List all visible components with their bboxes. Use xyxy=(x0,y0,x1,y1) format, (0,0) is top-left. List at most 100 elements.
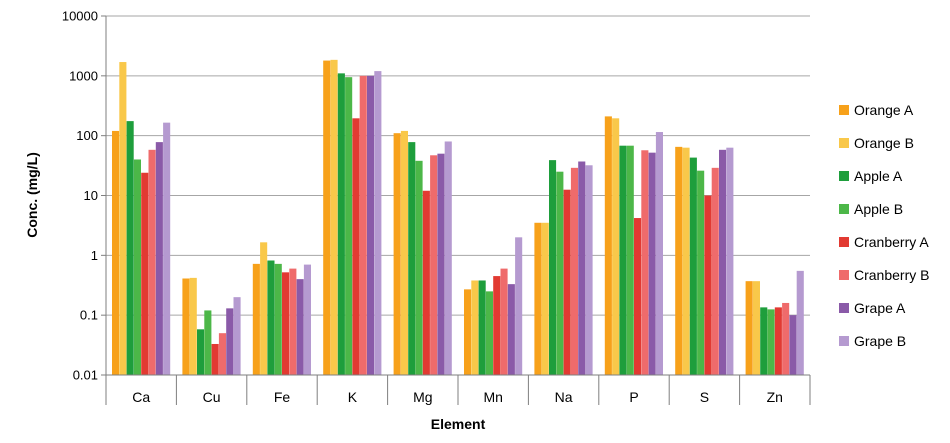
legend-label: Orange B xyxy=(854,135,914,151)
bar xyxy=(422,190,430,375)
bar xyxy=(352,118,360,375)
bar xyxy=(485,291,493,375)
legend-label: Cranberry B xyxy=(854,267,929,283)
bar xyxy=(493,276,501,375)
bar xyxy=(267,260,275,375)
bar xyxy=(719,149,727,375)
x-tick-label: Na xyxy=(555,389,573,405)
bar xyxy=(148,149,156,375)
x-tick-label: K xyxy=(348,389,358,405)
bar xyxy=(541,222,549,375)
bar xyxy=(233,297,241,375)
legend-label: Grape B xyxy=(854,333,906,349)
bar xyxy=(182,278,190,375)
legend-swatch xyxy=(839,171,849,181)
bar xyxy=(782,302,790,375)
bar xyxy=(534,222,542,375)
x-tick-label: Fe xyxy=(274,389,291,405)
bar xyxy=(711,167,719,375)
bar xyxy=(500,268,508,375)
bar xyxy=(612,118,620,375)
bar xyxy=(626,145,634,375)
bar xyxy=(126,121,134,376)
bar xyxy=(274,263,282,375)
bar xyxy=(675,146,683,375)
y-tick-label: 10 xyxy=(84,188,98,203)
bar xyxy=(556,171,564,375)
y-tick-label: 1000 xyxy=(69,68,98,83)
bar xyxy=(563,189,571,375)
legend-swatch xyxy=(839,270,849,280)
bar xyxy=(367,75,375,375)
legend-swatch xyxy=(839,105,849,115)
bar xyxy=(655,132,663,375)
legend-label: Apple B xyxy=(854,201,903,217)
y-tick-label: 1 xyxy=(91,248,98,263)
bar xyxy=(760,307,768,375)
x-tick-label: Mn xyxy=(483,389,502,405)
bar xyxy=(752,281,760,375)
bar xyxy=(471,280,479,375)
x-tick-label: Cu xyxy=(203,389,221,405)
bar xyxy=(260,242,268,375)
bar xyxy=(507,284,515,375)
bar xyxy=(549,160,557,375)
legend-swatch xyxy=(839,138,849,148)
bar xyxy=(408,142,416,375)
bar xyxy=(478,280,486,375)
bar xyxy=(437,153,445,375)
bar xyxy=(393,133,401,375)
bar xyxy=(578,161,586,375)
bar xyxy=(211,343,219,375)
bar xyxy=(430,155,438,375)
bar xyxy=(415,160,423,375)
legend-swatch xyxy=(839,303,849,313)
legend-label: Grape A xyxy=(854,300,906,316)
x-tick-label: Ca xyxy=(132,389,150,405)
bar xyxy=(345,77,353,376)
bar xyxy=(648,152,656,375)
bar xyxy=(619,145,627,375)
bar xyxy=(141,172,149,375)
x-tick-label: Mg xyxy=(413,389,432,405)
bar xyxy=(585,165,593,375)
bar xyxy=(204,310,212,375)
bar xyxy=(745,281,753,375)
y-axis-title: Conc. (mg/L) xyxy=(24,152,40,238)
legend-swatch xyxy=(839,204,849,214)
bar xyxy=(296,279,304,375)
bar xyxy=(155,142,163,375)
bar xyxy=(400,130,408,375)
bar xyxy=(697,170,705,375)
x-axis-title: Element xyxy=(431,416,486,432)
legend-label: Apple A xyxy=(854,168,903,184)
bar xyxy=(133,159,141,375)
bar xyxy=(570,167,578,375)
bar xyxy=(337,73,345,376)
bar xyxy=(252,263,260,375)
bar xyxy=(226,308,234,375)
legend-label: Orange A xyxy=(854,102,914,118)
bar xyxy=(767,309,775,375)
bar xyxy=(303,264,311,375)
bar xyxy=(634,218,642,375)
bar xyxy=(444,141,452,375)
bar xyxy=(689,157,697,375)
bar xyxy=(163,122,171,376)
bar xyxy=(641,150,649,375)
bar xyxy=(515,237,523,375)
x-tick-label: S xyxy=(700,389,709,405)
bar xyxy=(197,329,205,375)
x-tick-label: P xyxy=(629,389,638,405)
bar xyxy=(218,333,226,375)
bar xyxy=(796,270,804,375)
bar xyxy=(374,71,382,375)
y-tick-label: 10000 xyxy=(62,9,98,24)
bar xyxy=(330,59,338,375)
y-tick-label: 0.01 xyxy=(73,368,98,383)
legend-swatch xyxy=(839,237,849,247)
bar xyxy=(682,147,690,375)
bar xyxy=(359,75,367,375)
